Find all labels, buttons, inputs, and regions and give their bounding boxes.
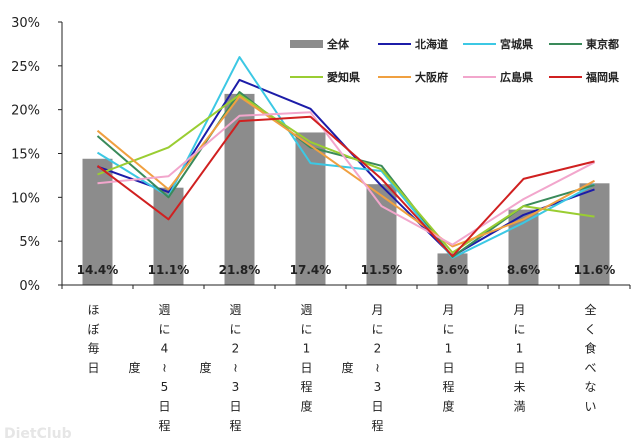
- x-label-char: 日: [229, 400, 241, 414]
- x-label-char: 程: [300, 379, 312, 394]
- x-label-char: 度: [341, 360, 353, 375]
- x-label-char: 日: [371, 400, 383, 414]
- data-label: 3.6%: [436, 263, 469, 277]
- data-label: 21.8%: [219, 263, 261, 277]
- x-label-char: 程: [442, 379, 454, 394]
- bar: [82, 158, 113, 285]
- legend-swatch: [290, 40, 323, 48]
- x-label-char: 度: [128, 360, 140, 375]
- x-label-char: 日: [513, 361, 525, 375]
- x-tick-label: 月に 1 日程度: [442, 303, 454, 414]
- x-label-char: 日: [442, 361, 454, 375]
- x-label-char: 月: [371, 303, 383, 317]
- x-label-char: に: [371, 322, 383, 336]
- x-label-char: ~: [229, 363, 243, 373]
- data-label: 11.1%: [148, 263, 190, 277]
- x-label-char: 月: [442, 303, 454, 317]
- bar: [366, 184, 397, 285]
- x-label-char: 程: [371, 418, 383, 433]
- x-label-char: 全: [584, 302, 596, 317]
- data-label: 8.6%: [507, 263, 540, 277]
- x-label-char: 度: [199, 360, 211, 375]
- y-tick-label: 0%: [19, 279, 40, 294]
- x-label-char: 3: [232, 380, 240, 394]
- x-label-char: い: [584, 400, 596, 414]
- x-label-char: 月: [513, 303, 525, 317]
- y-tick-label: 25%: [11, 60, 40, 75]
- x-label-char: ぼ: [87, 322, 99, 336]
- x-label-char: 度: [300, 399, 312, 414]
- x-label-char: 程: [158, 418, 170, 433]
- data-label: 11.6%: [574, 263, 616, 277]
- x-label-char: 1: [445, 342, 453, 356]
- x-label-char: 3: [374, 380, 382, 394]
- y-tick-label: 5%: [19, 235, 40, 250]
- x-label-char: に: [300, 322, 312, 336]
- line-series: [97, 93, 595, 254]
- x-label-char: 週: [229, 303, 241, 317]
- x-tick-label: 週に 2 ~3 日程 度: [199, 303, 242, 433]
- x-label-char: に: [442, 322, 454, 336]
- y-tick-label: 15%: [11, 148, 40, 163]
- x-label-char: 5: [161, 380, 169, 394]
- x-label-char: ほ: [87, 303, 99, 317]
- x-label-char: 2: [374, 342, 382, 356]
- y-tick-label: 30%: [11, 16, 40, 31]
- x-label-char: 未: [513, 380, 525, 394]
- legend-label: 愛知県: [327, 70, 360, 84]
- y-tick-label: 10%: [11, 191, 40, 206]
- x-label-char: 満: [513, 400, 525, 414]
- x-label-char: 週: [158, 303, 170, 317]
- legend-label: 全体: [326, 37, 350, 51]
- y-tick-label: 20%: [11, 104, 40, 119]
- bar: [224, 93, 255, 286]
- x-label-char: に: [158, 322, 170, 336]
- legend-label: 北海道: [415, 37, 448, 51]
- x-label-char: 食: [584, 341, 596, 356]
- x-label-char: 1: [516, 342, 524, 356]
- x-label-char: 日: [87, 361, 99, 375]
- x-label-char: ~: [371, 363, 385, 373]
- x-label-char: な: [584, 380, 596, 394]
- line-series: [97, 111, 595, 246]
- legend-label: 大阪府: [415, 70, 448, 84]
- x-label-char: 4: [161, 342, 169, 356]
- x-label-char: 日: [158, 400, 170, 414]
- bar: [295, 132, 326, 285]
- data-label: 11.5%: [361, 263, 403, 277]
- legend-label: 福岡県: [585, 70, 619, 84]
- data-label: 17.4%: [290, 263, 332, 277]
- x-label-char: に: [513, 322, 525, 336]
- x-label-char: 1: [303, 342, 311, 356]
- x-label-char: く: [584, 322, 596, 336]
- x-label-char: に: [229, 322, 241, 336]
- bar: [579, 183, 610, 285]
- line-series: [96, 115, 595, 258]
- x-tick-label: 週に 4 ~5 日程 度: [128, 303, 171, 433]
- legend-label: 宮城県: [500, 37, 533, 51]
- x-label-char: 週: [300, 303, 312, 317]
- x-tick-label: 週に 1 日程度: [300, 303, 312, 414]
- x-label-char: 日: [300, 361, 312, 375]
- x-label-char: 2: [232, 342, 240, 356]
- legend-label: 広島県: [500, 70, 533, 84]
- x-tick-label: 月に 1 日未満: [513, 303, 525, 414]
- x-label-char: ~: [158, 363, 172, 373]
- x-label-char: 程: [229, 418, 241, 433]
- x-label-char: 毎: [87, 341, 99, 356]
- line-series: [96, 95, 595, 248]
- legend-label: 東京都: [586, 37, 619, 51]
- watermark: DietClub: [4, 426, 72, 442]
- data-label: 14.4%: [77, 263, 119, 277]
- x-label-char: 度: [442, 399, 454, 414]
- x-tick-label: 月に 2 ~3 日程 度: [341, 303, 384, 433]
- x-label-char: べ: [584, 361, 596, 375]
